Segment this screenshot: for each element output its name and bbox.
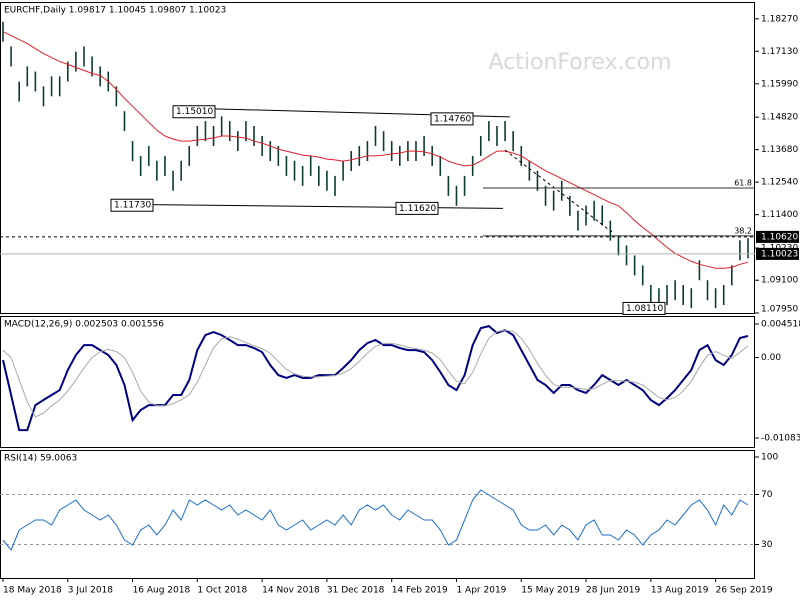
y-tick-label: -0.010835 xyxy=(761,434,800,444)
annotation-box xyxy=(395,201,439,215)
annotation-label: 1.11620 xyxy=(399,204,436,214)
y-tick-label: 1.12540 xyxy=(761,178,798,188)
annotation-label: 1.11730 xyxy=(114,201,151,211)
series-line xyxy=(2,325,749,432)
series-line xyxy=(2,329,749,418)
y-tick-label: 1.18270 xyxy=(761,14,798,24)
panel-frame xyxy=(0,316,755,448)
y-tick-label: 0.004518 xyxy=(761,320,800,330)
y-tick-label: 1.11400 xyxy=(761,210,798,220)
y-tick-label: 0.00 xyxy=(761,353,781,363)
y-tick-label: 30 xyxy=(761,540,773,550)
x-tick-label: 18 May 2018 xyxy=(3,586,62,596)
panel-title: EURCHF,Daily 1.09817 1.10045 1.09807 1.1… xyxy=(4,6,226,16)
y-tick-label: 1.14820 xyxy=(761,113,798,123)
x-tick-label: 31 Dec 2018 xyxy=(327,586,385,596)
x-tick-label: 28 Jun 2019 xyxy=(586,586,640,596)
annotation-box xyxy=(172,105,216,119)
x-tick-label: 14 Feb 2019 xyxy=(392,586,448,596)
y-tick-label: 1.17130 xyxy=(761,47,798,57)
annotation-box xyxy=(430,112,474,126)
x-tick-label: 13 Aug 2019 xyxy=(651,586,709,596)
price-tag: 1.10620 xyxy=(761,232,798,242)
panel-frame xyxy=(0,2,755,314)
x-tick-label: 16 Aug 2018 xyxy=(133,586,191,596)
y-tick-label: 1.09100 xyxy=(761,276,798,286)
fib-label: 61.8 xyxy=(734,179,752,188)
annotation-label: 1.08110 xyxy=(626,304,663,314)
price-tag: 1.10023 xyxy=(761,249,798,259)
series-line xyxy=(2,489,749,551)
annotation-label: 1.14760 xyxy=(434,114,471,124)
panel-title: RSI(14) 59.0063 xyxy=(4,454,77,464)
annotation-label: 1.15010 xyxy=(176,107,213,117)
y-tick-label: 1.07950 xyxy=(761,305,798,315)
fib-label: 38.2 xyxy=(734,226,752,235)
panel-title: MACD(12,26,9) 0.002503 0.001556 xyxy=(4,320,164,330)
y-tick-label: 70 xyxy=(761,490,773,500)
projection-line xyxy=(504,149,613,233)
y-tick-label: 1.15990 xyxy=(761,79,798,89)
x-tick-label: 3 Jul 2018 xyxy=(68,586,113,596)
annotation-box xyxy=(622,301,666,315)
y-tick-label: 100 xyxy=(761,453,778,463)
x-tick-label: 1 Apr 2019 xyxy=(456,586,506,596)
moving-average xyxy=(2,31,749,269)
panel-frame xyxy=(0,450,755,579)
price-tag-box xyxy=(756,230,799,243)
x-tick-label: 15 May 2019 xyxy=(521,586,580,596)
x-tick-label: 26 Sep 2019 xyxy=(716,586,773,596)
annotation-box xyxy=(110,198,154,212)
y-tick-label: 1.13680 xyxy=(761,145,798,155)
price-tag-box xyxy=(756,247,799,260)
x-tick-label: 1 Oct 2018 xyxy=(197,586,247,596)
x-tick-label: 14 Nov 2018 xyxy=(262,586,320,596)
watermark: ActionForex.com xyxy=(489,50,672,75)
